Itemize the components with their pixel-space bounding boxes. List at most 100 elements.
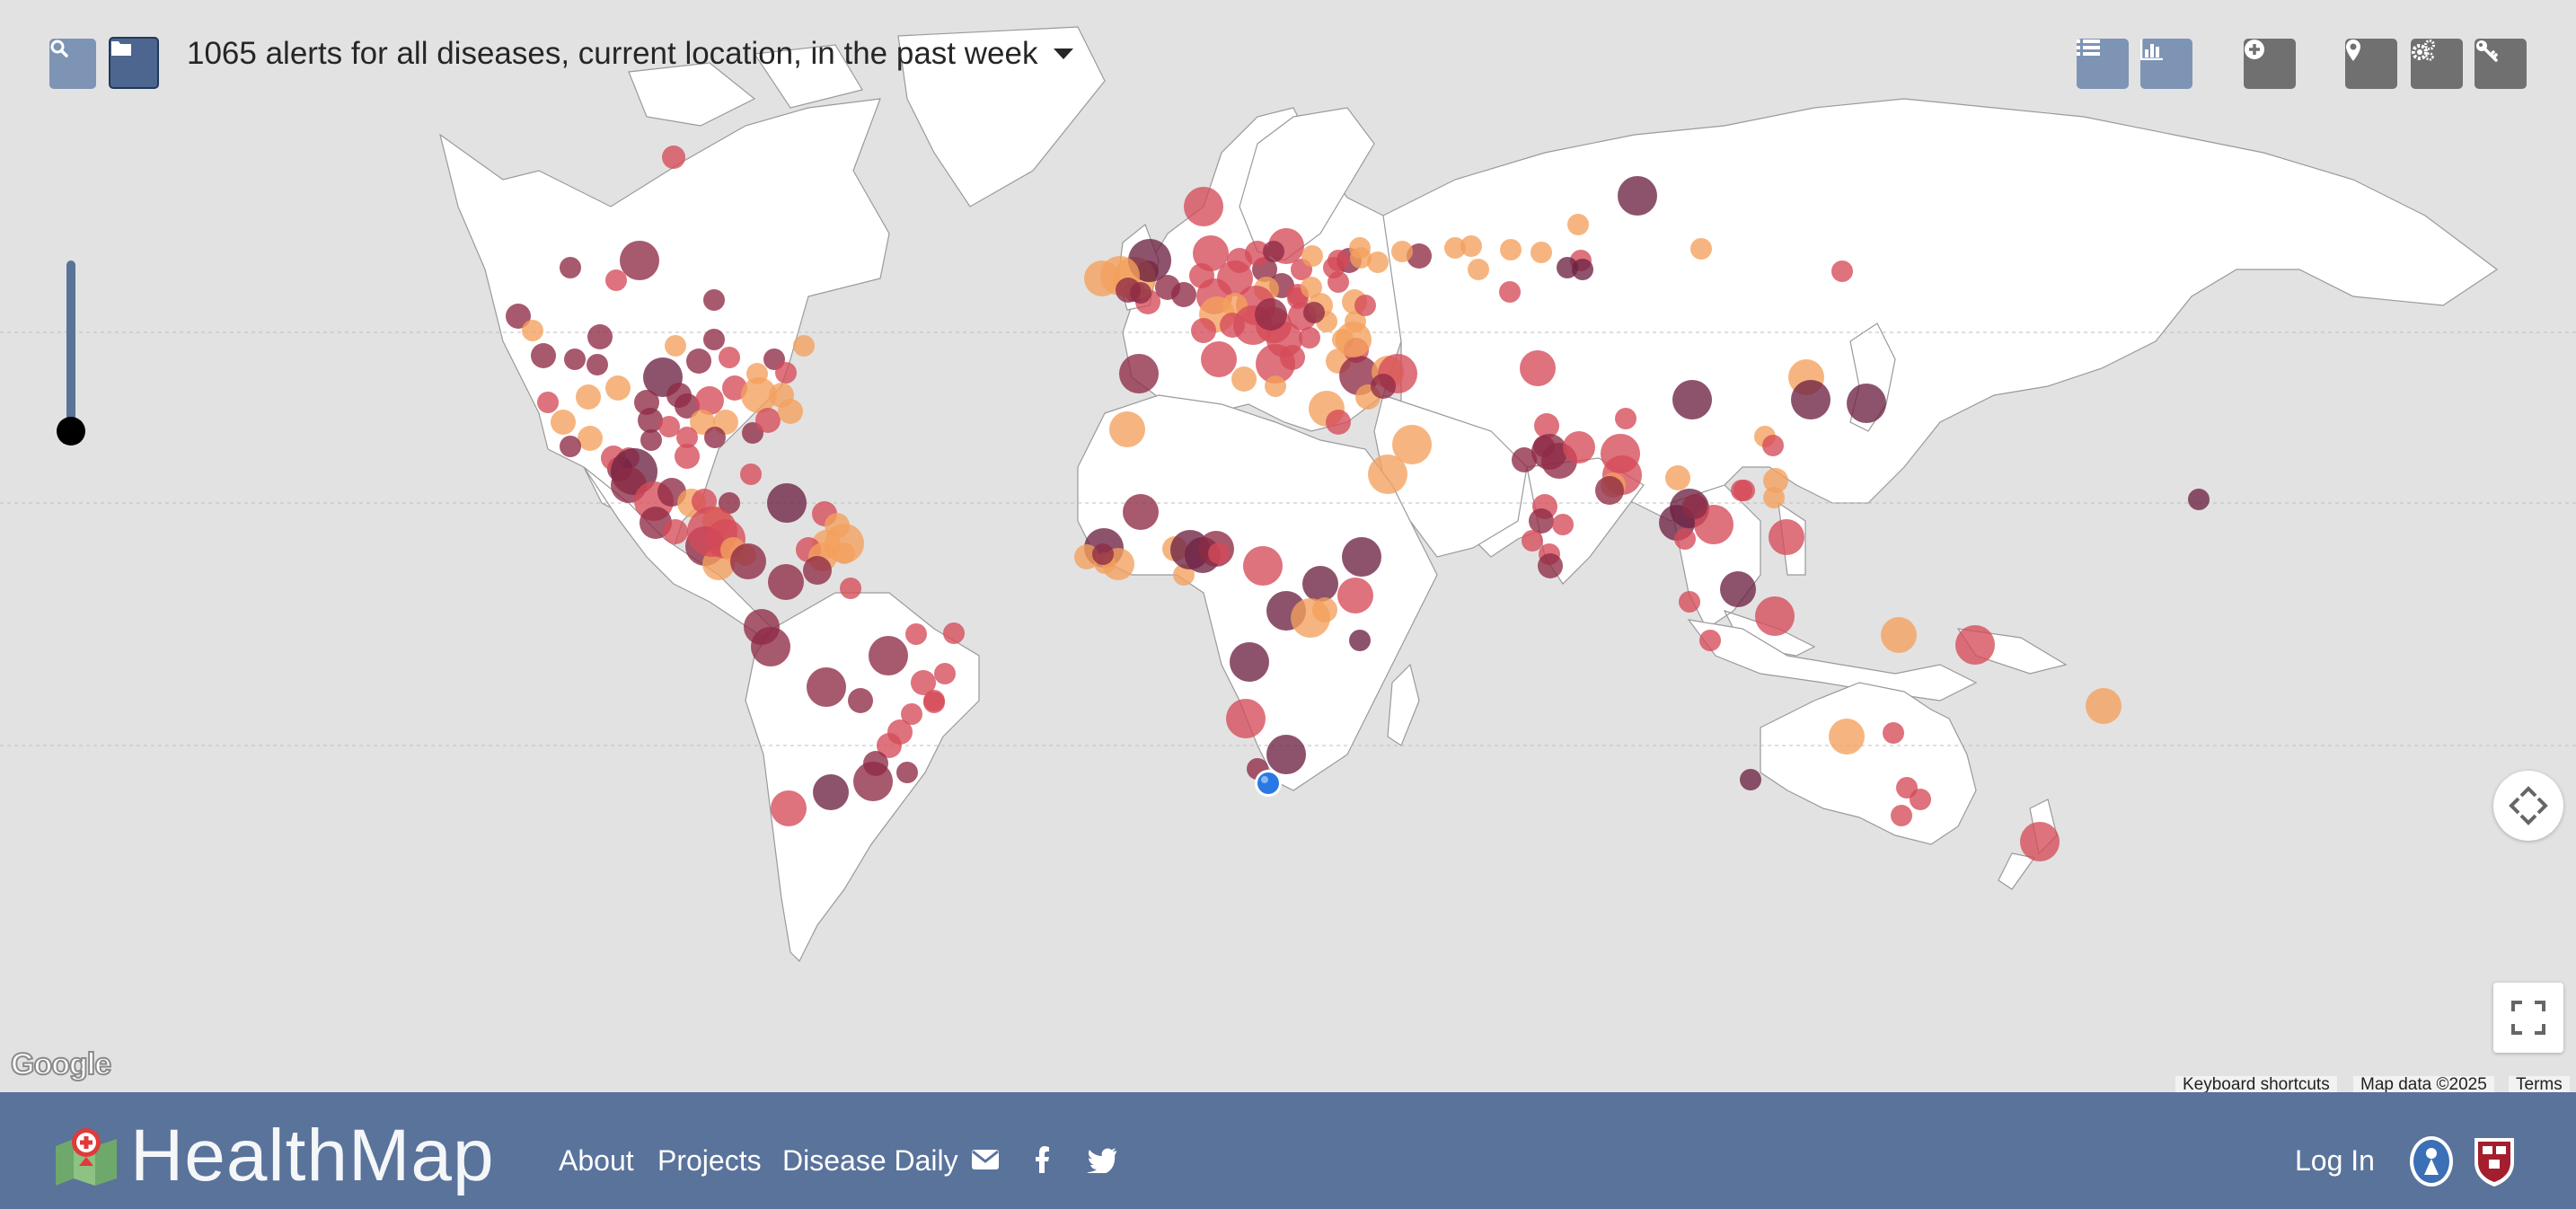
alert-marker[interactable] <box>1328 250 1349 271</box>
alert-marker[interactable] <box>1529 508 1554 534</box>
alert-marker[interactable] <box>730 543 766 579</box>
world-map[interactable]: 1065 alerts for all diseases, current lo… <box>0 0 2576 1092</box>
alert-marker[interactable] <box>564 349 586 370</box>
alert-marker[interactable] <box>1407 243 1432 269</box>
alert-marker[interactable] <box>1690 238 1712 260</box>
alert-marker[interactable] <box>1280 345 1305 370</box>
alert-marker[interactable] <box>1371 374 1396 399</box>
alert-marker[interactable] <box>2020 822 2060 861</box>
alert-marker[interactable] <box>767 483 807 523</box>
alert-markers-layer[interactable] <box>506 146 2210 861</box>
alert-marker[interactable] <box>1391 241 1413 262</box>
alert-marker[interactable] <box>1337 578 1373 613</box>
alert-marker[interactable] <box>1123 494 1159 530</box>
alert-marker[interactable] <box>1243 546 1283 586</box>
alert-marker[interactable] <box>675 393 700 419</box>
slider-track[interactable] <box>66 260 75 427</box>
twitter-icon[interactable] <box>1087 1148 1117 1173</box>
alert-marker[interactable] <box>1763 487 1785 508</box>
alert-marker[interactable] <box>1109 411 1145 447</box>
alert-marker[interactable] <box>877 733 902 758</box>
fullscreen-button[interactable] <box>2493 983 2563 1053</box>
alert-marker[interactable] <box>1522 530 1543 552</box>
alert-marker[interactable] <box>1955 625 1995 665</box>
alert-marker[interactable] <box>1173 564 1195 586</box>
alert-marker[interactable] <box>560 436 581 457</box>
alert-marker[interactable] <box>1615 408 1636 429</box>
alert-marker[interactable] <box>1720 571 1756 607</box>
alert-marker[interactable] <box>1731 480 1752 501</box>
alert-marker[interactable] <box>1762 435 1784 456</box>
nav-projects[interactable]: Projects <box>657 1144 762 1177</box>
alert-marker[interactable] <box>1791 380 1831 419</box>
alert-marker[interactable] <box>1552 514 1574 535</box>
alert-marker[interactable] <box>1350 247 1372 269</box>
alert-marker[interactable] <box>576 384 601 410</box>
alert-marker[interactable] <box>605 269 627 291</box>
alert-marker[interactable] <box>1531 242 1552 263</box>
alert-marker[interactable] <box>1883 722 1904 744</box>
alert-marker[interactable] <box>1130 282 1151 304</box>
alert-marker[interactable] <box>676 427 698 448</box>
alert-marker[interactable] <box>1699 630 1721 651</box>
alert-marker[interactable] <box>741 377 777 413</box>
alert-marker[interactable] <box>531 343 556 368</box>
alert-marker[interactable] <box>1910 789 1931 810</box>
alert-marker[interactable] <box>704 427 726 448</box>
alert-marker[interactable] <box>1618 176 1657 216</box>
alert-marker[interactable] <box>1679 591 1700 613</box>
alert-marker[interactable] <box>662 146 685 169</box>
alert-marker[interactable] <box>719 347 740 368</box>
alert-marker[interactable] <box>1740 769 1761 790</box>
alert-marker[interactable] <box>793 335 815 357</box>
alert-marker[interactable] <box>1201 341 1237 377</box>
alert-marker[interactable] <box>1567 214 1589 235</box>
alert-marker[interactable] <box>943 622 965 644</box>
alert-marker[interactable] <box>1499 281 1521 303</box>
alert-marker[interactable] <box>522 320 543 341</box>
alert-marker[interactable] <box>755 408 781 433</box>
facebook-icon[interactable] <box>1035 1146 1049 1173</box>
alert-marker[interactable] <box>1682 494 1707 519</box>
search-button[interactable] <box>49 39 96 89</box>
healthmap-logo-icon[interactable] <box>54 1126 119 1186</box>
alert-marker[interactable] <box>905 623 927 645</box>
alert-marker[interactable] <box>1533 436 1555 457</box>
alert-marker[interactable] <box>1092 543 1114 565</box>
alert-marker[interactable] <box>551 410 576 435</box>
alert-marker[interactable] <box>840 578 861 599</box>
login-key-button[interactable] <box>2475 39 2527 89</box>
location-button[interactable] <box>2345 39 2397 89</box>
alert-marker[interactable] <box>1336 322 1372 357</box>
alert-marker[interactable] <box>1255 298 1287 331</box>
nav-about[interactable]: About <box>559 1144 634 1177</box>
alert-marker[interactable] <box>1302 566 1338 602</box>
settings-button[interactable] <box>2411 39 2463 89</box>
alert-marker[interactable] <box>1755 596 1795 636</box>
alert-marker[interactable] <box>751 627 790 666</box>
alert-marker[interactable] <box>1265 375 1286 397</box>
alert-marker[interactable] <box>1460 235 1482 257</box>
alert-marker[interactable] <box>690 410 715 435</box>
alert-marker[interactable] <box>901 703 922 725</box>
alert-marker[interactable] <box>665 335 686 357</box>
alert-marker[interactable] <box>658 416 680 437</box>
alert-marker[interactable] <box>1231 366 1257 392</box>
alert-marker[interactable] <box>605 375 631 401</box>
alert-marker[interactable] <box>1193 235 1229 271</box>
alert-marker[interactable] <box>934 663 956 684</box>
alert-marker[interactable] <box>1326 410 1351 435</box>
alert-marker[interactable] <box>1345 311 1366 332</box>
alert-marker[interactable] <box>1328 271 1349 293</box>
alert-marker[interactable] <box>1572 259 1593 280</box>
envelope-icon[interactable] <box>972 1150 999 1169</box>
alert-marker[interactable] <box>896 762 918 783</box>
alert-marker[interactable] <box>1301 277 1322 298</box>
google-logo[interactable]: Google <box>10 1046 112 1082</box>
alert-marker[interactable] <box>1191 318 1216 343</box>
alert-marker[interactable] <box>1763 468 1788 493</box>
alert-marker[interactable] <box>1367 252 1389 273</box>
add-alert-button[interactable] <box>2244 39 2296 89</box>
alert-marker[interactable] <box>1665 465 1690 490</box>
alert-marker[interactable] <box>1184 187 1223 226</box>
